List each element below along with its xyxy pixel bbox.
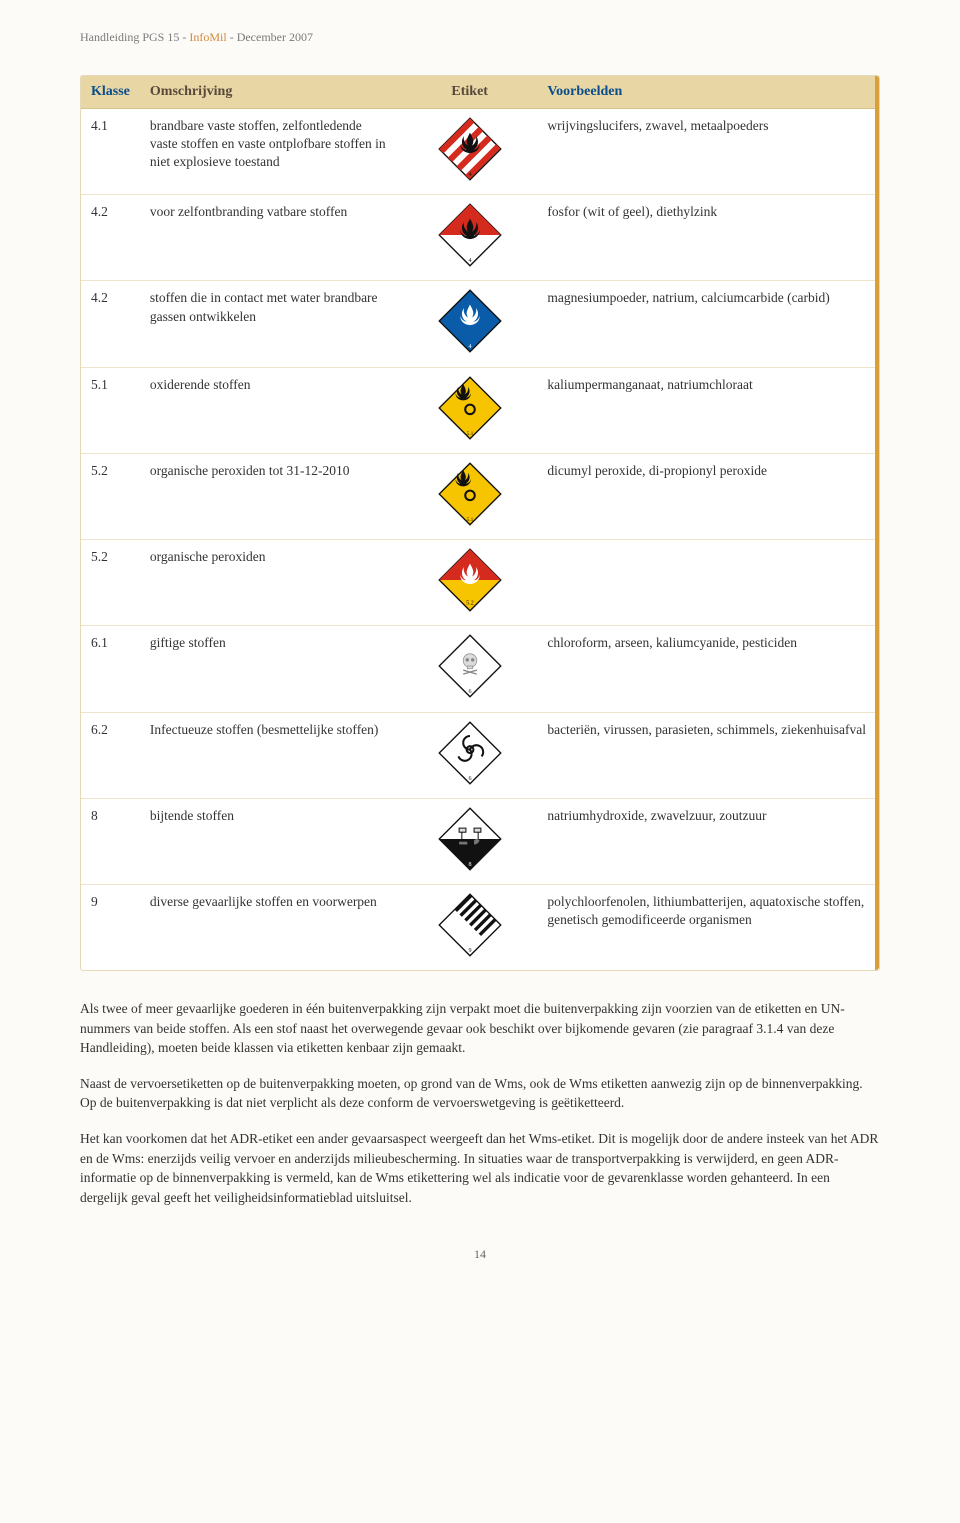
paragraph: Als twee of meer gevaarlijke goederen in… xyxy=(80,999,880,1058)
cell-klasse: 4.1 xyxy=(81,109,140,195)
cell-voorbeelden: chloroform, arseen, kaliumcyanide, pesti… xyxy=(537,626,879,712)
table-row: 6.1 giftige stoffen 6 chloroform, arseen… xyxy=(81,626,879,712)
cell-klasse: 4.2 xyxy=(81,195,140,281)
cell-etiket: 4 xyxy=(402,195,537,281)
svg-text:4: 4 xyxy=(468,345,471,351)
hazard-icon: 4 xyxy=(436,343,504,358)
cell-klasse: 4.2 xyxy=(81,281,140,367)
svg-text:6: 6 xyxy=(468,776,471,782)
cell-voorbeelden: wrijvingslucifers, zwavel, metaalpoeders xyxy=(537,109,879,195)
cell-omschrijving: organische peroxiden xyxy=(140,540,402,626)
svg-text:4: 4 xyxy=(468,258,471,264)
table-row: 5.2 organische peroxiden tot 31-12-2010 … xyxy=(81,453,879,539)
hazard-icon: 4 xyxy=(436,257,504,272)
hazard-icon: 6 xyxy=(436,775,504,790)
hazard-table: Klasse Omschrijving Etiket Voorbeelden 4… xyxy=(80,75,880,971)
cell-etiket: 4 xyxy=(402,109,537,195)
hazard-icon: 5.1 xyxy=(436,430,504,445)
cell-etiket: 5.1 xyxy=(402,367,537,453)
cell-klasse: 6.1 xyxy=(81,626,140,712)
cell-klasse: 6.2 xyxy=(81,712,140,798)
cell-voorbeelden: kaliumpermanganaat, natriumchloraat xyxy=(537,367,879,453)
svg-text:6: 6 xyxy=(468,690,471,696)
cell-omschrijving: giftige stoffen xyxy=(140,626,402,712)
cell-voorbeelden: natriumhydroxide, zwavelzuur, zoutzuur xyxy=(537,798,879,884)
cell-etiket: 9 xyxy=(402,884,537,970)
cell-klasse: 5.2 xyxy=(81,540,140,626)
hazard-icon: 6 xyxy=(436,688,504,703)
cell-etiket: 5.2 xyxy=(402,540,537,626)
header-suffix: December 2007 xyxy=(237,30,313,44)
cell-voorbeelden: magnesiumpoeder, natrium, calciumcarbide… xyxy=(537,281,879,367)
cell-klasse: 9 xyxy=(81,884,140,970)
hazard-icon: 8 xyxy=(436,861,504,876)
cell-voorbeelden: fosfor (wit of geel), diethylzink xyxy=(537,195,879,281)
table-row: 4.2 stoffen die in contact met water bra… xyxy=(81,281,879,367)
page-number: 14 xyxy=(80,1247,880,1262)
header-mid: InfoMil xyxy=(189,30,226,44)
table-row: 5.2 organische peroxiden 5.2 xyxy=(81,540,879,626)
table-row: 8 bijtende stoffen 8 natriumhydroxide, z… xyxy=(81,798,879,884)
cell-etiket: 4 xyxy=(402,281,537,367)
table-row: 4.1 brandbare vaste stoffen, zelfontlede… xyxy=(81,109,879,195)
table-row: 4.2 voor zelfontbranding vatbare stoffen… xyxy=(81,195,879,281)
page-header: Handleiding PGS 15 - InfoMil - December … xyxy=(80,30,880,45)
svg-text:5.1: 5.1 xyxy=(466,517,473,523)
cell-voorbeelden xyxy=(537,540,879,626)
cell-omschrijving: Infectueuze stoffen (besmettelijke stoff… xyxy=(140,712,402,798)
cell-klasse: 5.2 xyxy=(81,453,140,539)
svg-text:5.2: 5.2 xyxy=(466,601,474,607)
body-text: Als twee of meer gevaarlijke goederen in… xyxy=(80,999,880,1207)
table-row: 5.1 oxiderende stoffen 5.1 kaliumpermang… xyxy=(81,367,879,453)
cell-klasse: 5.1 xyxy=(81,367,140,453)
svg-text:8: 8 xyxy=(468,862,471,868)
cell-omschrijving: diverse gevaarlijke stoffen en voorwerpe… xyxy=(140,884,402,970)
th-klasse: Klasse xyxy=(81,76,140,109)
header-prefix: Handleiding PGS 15 xyxy=(80,30,179,44)
th-etiket: Etiket xyxy=(402,76,537,109)
cell-omschrijving: organische peroxiden tot 31-12-2010 xyxy=(140,453,402,539)
paragraph: Naast de vervoersetiketten op de buitenv… xyxy=(80,1074,880,1113)
svg-text:9: 9 xyxy=(468,948,471,954)
hazard-icon: 4 xyxy=(436,171,504,186)
cell-klasse: 8 xyxy=(81,798,140,884)
hazard-icon: 9 xyxy=(436,947,504,962)
svg-text:4: 4 xyxy=(468,172,471,178)
cell-voorbeelden: polychloorfenolen, lithiumbatterijen, aq… xyxy=(537,884,879,970)
hazard-icon: 5.2 xyxy=(436,602,504,617)
th-voorbeelden: Voorbeelden xyxy=(537,76,879,109)
table-row: 6.2 Infectueuze stoffen (besmettelijke s… xyxy=(81,712,879,798)
cell-voorbeelden: dicumyl peroxide, di-propionyl peroxide xyxy=(537,453,879,539)
th-omschrijving: Omschrijving xyxy=(140,76,402,109)
cell-etiket: 6 xyxy=(402,626,537,712)
cell-omschrijving: oxiderende stoffen xyxy=(140,367,402,453)
cell-omschrijving: voor zelfontbranding vatbare stoffen xyxy=(140,195,402,281)
table-row: 9 diverse gevaarlijke stoffen en voorwer… xyxy=(81,884,879,970)
cell-etiket: 8 xyxy=(402,798,537,884)
svg-text:5.1: 5.1 xyxy=(466,431,473,437)
paragraph: Het kan voorkomen dat het ADR-etiket een… xyxy=(80,1129,880,1207)
hazard-icon: 5.1 xyxy=(436,516,504,531)
cell-omschrijving: stoffen die in contact met water brandba… xyxy=(140,281,402,367)
cell-etiket: 6 xyxy=(402,712,537,798)
cell-voorbeelden: bacteriën, virussen, parasieten, schimme… xyxy=(537,712,879,798)
cell-omschrijving: brandbare vaste stoffen, zelfontledende … xyxy=(140,109,402,195)
cell-etiket: 5.1 xyxy=(402,453,537,539)
cell-omschrijving: bijtende stoffen xyxy=(140,798,402,884)
